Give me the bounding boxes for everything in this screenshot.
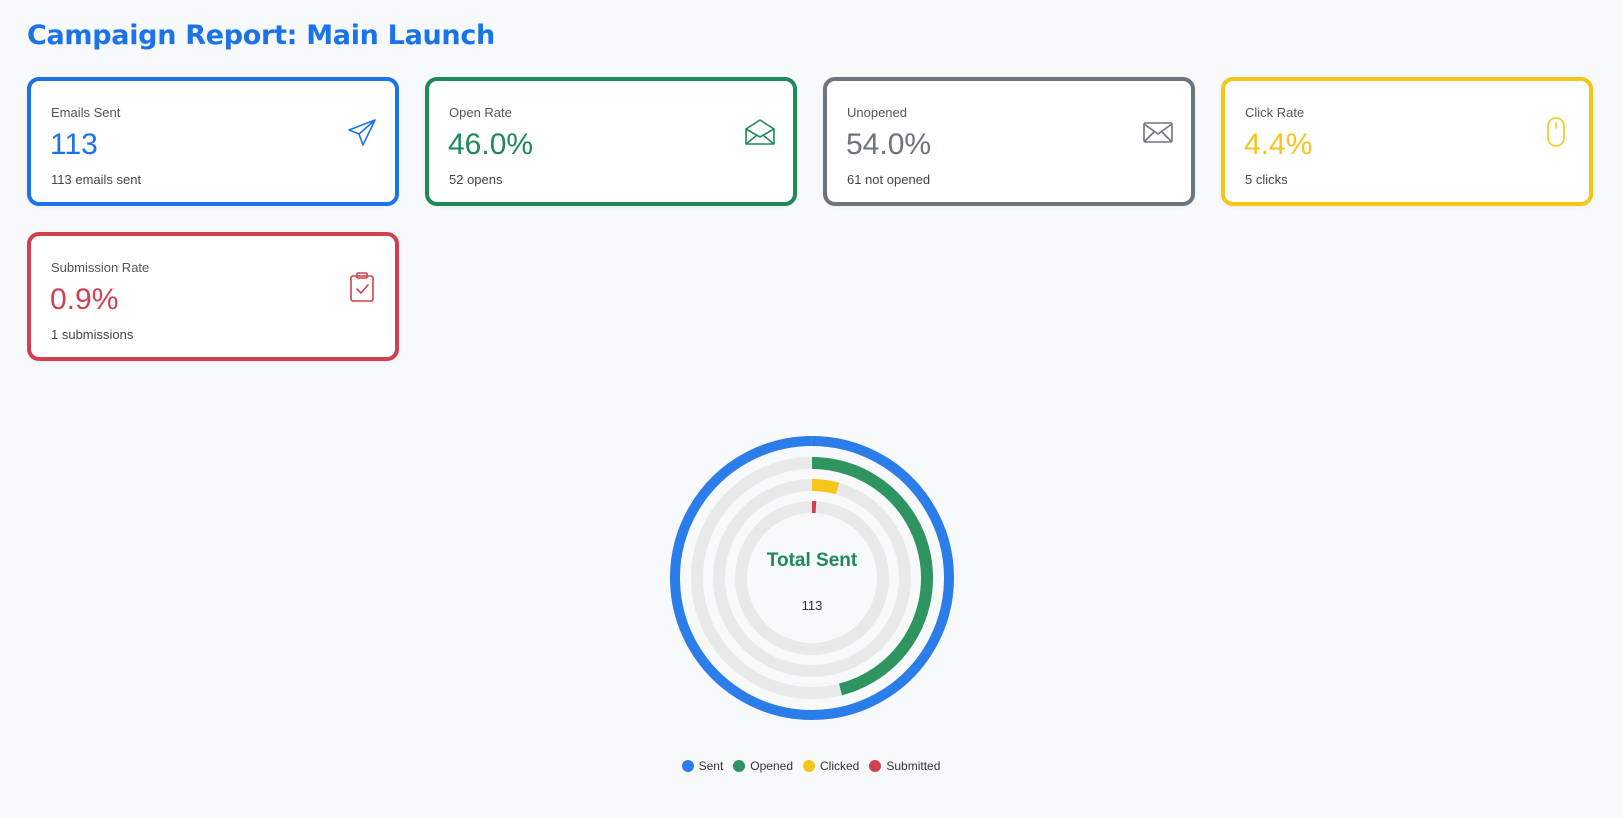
card-sub: 113 emails sent — [51, 172, 142, 187]
ring-track-submitted — [735, 501, 889, 655]
legend-label: Submitted — [886, 759, 941, 773]
radial-chart — [670, 436, 954, 720]
legend-dot — [681, 760, 694, 772]
card-value: 4.4% — [1244, 128, 1313, 161]
legend-dot — [733, 760, 746, 772]
card-sub: 1 submissions — [51, 327, 134, 342]
legend-item-submitted[interactable]: Submitted — [869, 759, 940, 773]
card-value: 113 — [50, 128, 98, 161]
ring-clicked — [811, 479, 840, 495]
legend-dot — [869, 760, 882, 772]
card-sub: 61 not opened — [847, 172, 931, 187]
unopened-card: Unopened 54.0% 61 not opened — [823, 77, 1195, 206]
chart-legend: Sent Opened Clicked Submitted — [0, 759, 1622, 773]
ring-sent — [670, 436, 954, 720]
card-value: 0.9% — [50, 283, 119, 316]
card-label: Open Rate — [449, 105, 512, 120]
chart-center-title: Total Sent — [766, 550, 858, 571]
open-rate-card: Open Rate 46.0% 52 opens — [425, 77, 797, 206]
emails-sent-card: Emails Sent 113 113 emails sent — [27, 77, 399, 206]
mouse-icon — [1539, 115, 1573, 149]
radial-chart-svg — [670, 436, 954, 720]
chart-center-value: 113 — [801, 598, 823, 613]
card-label: Unopened — [847, 105, 907, 120]
legend-item-sent[interactable]: Sent — [681, 759, 724, 773]
page-title: Campaign Report: Main Launch — [27, 20, 495, 51]
card-label: Emails Sent — [51, 105, 121, 120]
submission-rate-card: Submission Rate 0.9% 1 submissions — [27, 232, 399, 361]
legend-label: Sent — [698, 759, 724, 773]
card-sub: 52 opens — [449, 172, 503, 187]
open-envelope-icon — [743, 115, 777, 149]
card-value: 54.0% — [846, 128, 932, 161]
legend-item-opened[interactable]: Opened — [733, 759, 793, 773]
card-label: Click Rate — [1245, 105, 1305, 120]
ring-opened — [811, 457, 933, 696]
clipboard-check-icon — [345, 270, 379, 304]
card-label: Submission Rate — [51, 260, 150, 275]
click-rate-card: Click Rate 4.4% 5 clicks — [1221, 77, 1593, 206]
legend-dot — [803, 760, 815, 772]
legend-item-clicked[interactable]: Clicked — [803, 759, 859, 773]
card-value: 46.0% — [448, 128, 534, 161]
legend-label: Opened — [750, 759, 793, 773]
envelope-icon — [1141, 115, 1175, 149]
legend-label: Clicked — [820, 759, 860, 773]
send-icon — [345, 115, 379, 149]
card-sub: 5 clicks — [1245, 172, 1288, 187]
